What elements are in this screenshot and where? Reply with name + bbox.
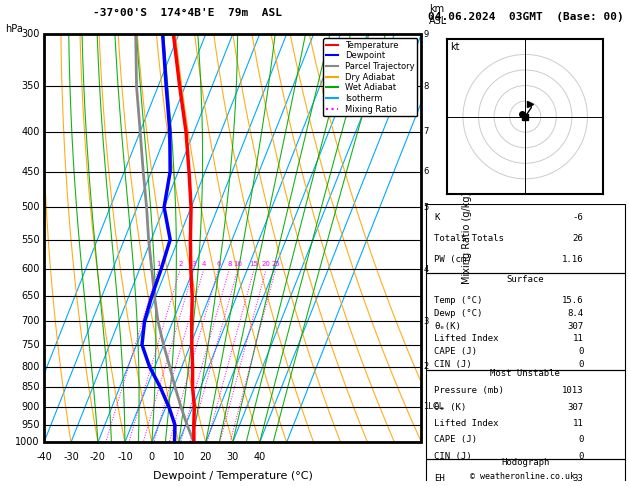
Text: 8.4: 8.4 bbox=[567, 309, 583, 317]
Text: θₑ(K): θₑ(K) bbox=[434, 322, 461, 330]
Text: 8: 8 bbox=[423, 82, 429, 91]
Text: 1.16: 1.16 bbox=[562, 255, 583, 264]
Text: 10: 10 bbox=[233, 261, 242, 267]
Text: 40: 40 bbox=[253, 452, 266, 463]
Text: 3: 3 bbox=[423, 317, 429, 326]
Text: 26: 26 bbox=[572, 234, 583, 243]
Text: 450: 450 bbox=[21, 167, 40, 176]
Text: hPa: hPa bbox=[5, 24, 23, 34]
Text: CIN (J): CIN (J) bbox=[434, 451, 472, 461]
Text: 25: 25 bbox=[271, 261, 280, 267]
Text: CAPE (J): CAPE (J) bbox=[434, 435, 477, 444]
Text: 20: 20 bbox=[262, 261, 270, 267]
Text: 04.06.2024  03GMT  (Base: 00): 04.06.2024 03GMT (Base: 00) bbox=[428, 12, 623, 22]
Text: 11: 11 bbox=[572, 334, 583, 344]
Text: 9: 9 bbox=[423, 30, 429, 38]
Text: 7: 7 bbox=[423, 127, 429, 136]
Text: 3: 3 bbox=[192, 261, 196, 267]
Text: 307: 307 bbox=[567, 403, 583, 412]
Bar bbox=[426, 370, 625, 459]
Text: 1000: 1000 bbox=[15, 437, 40, 447]
Text: 600: 600 bbox=[21, 264, 40, 274]
Text: 900: 900 bbox=[21, 401, 40, 412]
Text: 20: 20 bbox=[199, 452, 212, 463]
Text: -20: -20 bbox=[90, 452, 106, 463]
Bar bbox=[426, 273, 625, 370]
Text: Dewp (°C): Dewp (°C) bbox=[434, 309, 482, 317]
Text: -40: -40 bbox=[36, 452, 52, 463]
Text: Temp (°C): Temp (°C) bbox=[434, 295, 482, 305]
Text: 8: 8 bbox=[227, 261, 231, 267]
Text: 2: 2 bbox=[423, 362, 429, 371]
Text: θₑ (K): θₑ (K) bbox=[434, 403, 466, 412]
Text: kt: kt bbox=[450, 42, 460, 52]
Text: 0: 0 bbox=[578, 451, 583, 461]
Text: 4: 4 bbox=[423, 264, 429, 274]
Legend: Temperature, Dewpoint, Parcel Trajectory, Dry Adiabat, Wet Adiabat, Isotherm, Mi: Temperature, Dewpoint, Parcel Trajectory… bbox=[323, 38, 417, 116]
Text: K: K bbox=[434, 213, 439, 223]
Text: 350: 350 bbox=[21, 81, 40, 91]
Text: CAPE (J): CAPE (J) bbox=[434, 347, 477, 356]
Text: 6: 6 bbox=[423, 167, 429, 176]
Text: CIN (J): CIN (J) bbox=[434, 360, 472, 369]
Text: 1013: 1013 bbox=[562, 386, 583, 395]
Text: -10: -10 bbox=[117, 452, 133, 463]
Text: 1LCL: 1LCL bbox=[423, 402, 444, 411]
Text: -6: -6 bbox=[572, 213, 583, 223]
Text: 11: 11 bbox=[572, 419, 583, 428]
Text: 500: 500 bbox=[21, 202, 40, 212]
Text: 2: 2 bbox=[178, 261, 182, 267]
Text: 1: 1 bbox=[156, 261, 160, 267]
Text: 33: 33 bbox=[572, 474, 583, 483]
Text: 6: 6 bbox=[216, 261, 221, 267]
Text: 300: 300 bbox=[21, 29, 40, 39]
Text: © weatheronline.co.uk: © weatheronline.co.uk bbox=[470, 472, 574, 481]
Text: 15: 15 bbox=[250, 261, 259, 267]
Text: 10: 10 bbox=[173, 452, 185, 463]
Text: Most Unstable: Most Unstable bbox=[490, 369, 560, 378]
Bar bbox=[426, 204, 625, 273]
Text: Lifted Index: Lifted Index bbox=[434, 334, 498, 344]
Text: EH: EH bbox=[434, 474, 445, 483]
Text: Hodograph: Hodograph bbox=[501, 458, 549, 467]
Text: km
ASL: km ASL bbox=[429, 4, 447, 26]
Text: 0: 0 bbox=[149, 452, 155, 463]
Text: 400: 400 bbox=[21, 126, 40, 137]
Text: 550: 550 bbox=[21, 235, 40, 244]
Text: Dewpoint / Temperature (°C): Dewpoint / Temperature (°C) bbox=[153, 471, 313, 481]
Text: 850: 850 bbox=[21, 382, 40, 392]
Text: 650: 650 bbox=[21, 291, 40, 301]
Text: 30: 30 bbox=[226, 452, 239, 463]
Text: 0: 0 bbox=[578, 435, 583, 444]
Text: 800: 800 bbox=[21, 362, 40, 372]
Text: 15.6: 15.6 bbox=[562, 295, 583, 305]
Text: Surface: Surface bbox=[506, 275, 544, 284]
Text: Pressure (mb): Pressure (mb) bbox=[434, 386, 504, 395]
Text: -30: -30 bbox=[63, 452, 79, 463]
Text: 307: 307 bbox=[567, 322, 583, 330]
Text: 5: 5 bbox=[423, 203, 429, 212]
Text: -37°00'S  174°4B'E  79m  ASL: -37°00'S 174°4B'E 79m ASL bbox=[93, 8, 282, 17]
Text: 950: 950 bbox=[21, 420, 40, 430]
Text: 4: 4 bbox=[202, 261, 206, 267]
Bar bbox=[426, 459, 625, 486]
Text: 700: 700 bbox=[21, 316, 40, 326]
Text: Mixing Ratio (g/kg): Mixing Ratio (g/kg) bbox=[462, 192, 472, 284]
Text: PW (cm): PW (cm) bbox=[434, 255, 472, 264]
Text: 750: 750 bbox=[21, 340, 40, 350]
Text: 0: 0 bbox=[578, 347, 583, 356]
Text: Lifted Index: Lifted Index bbox=[434, 419, 498, 428]
Text: 0: 0 bbox=[578, 360, 583, 369]
Text: Totals Totals: Totals Totals bbox=[434, 234, 504, 243]
